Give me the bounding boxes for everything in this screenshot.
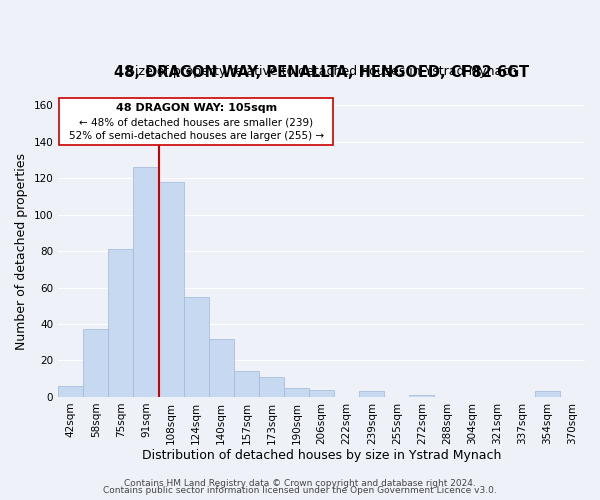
Bar — [234, 372, 259, 397]
Text: 48, DRAGON WAY, PENALLTA, HENGOED, CF82 6GT: 48, DRAGON WAY, PENALLTA, HENGOED, CF82 … — [114, 66, 529, 80]
Text: 48 DRAGON WAY: 105sqm: 48 DRAGON WAY: 105sqm — [116, 104, 277, 114]
Y-axis label: Number of detached properties: Number of detached properties — [15, 152, 28, 350]
Bar — [259, 377, 284, 397]
Bar — [133, 167, 158, 397]
Title: Size of property relative to detached houses in Ystrad Mynach: Size of property relative to detached ho… — [127, 64, 517, 78]
Bar — [209, 338, 234, 397]
FancyBboxPatch shape — [59, 98, 333, 146]
Text: Contains public sector information licensed under the Open Government Licence v3: Contains public sector information licen… — [103, 486, 497, 495]
Bar — [359, 392, 385, 397]
Text: 52% of semi-detached houses are larger (255) →: 52% of semi-detached houses are larger (… — [68, 131, 324, 141]
Text: Contains HM Land Registry data © Crown copyright and database right 2024.: Contains HM Land Registry data © Crown c… — [124, 478, 476, 488]
X-axis label: Distribution of detached houses by size in Ystrad Mynach: Distribution of detached houses by size … — [142, 450, 501, 462]
Bar — [83, 330, 109, 397]
Bar — [535, 392, 560, 397]
Bar — [309, 390, 334, 397]
Text: ← 48% of detached houses are smaller (239): ← 48% of detached houses are smaller (23… — [79, 117, 313, 127]
Bar — [58, 386, 83, 397]
Bar — [158, 182, 184, 397]
Bar — [284, 388, 309, 397]
Bar — [409, 395, 434, 397]
Bar — [109, 250, 133, 397]
Bar — [184, 296, 209, 397]
